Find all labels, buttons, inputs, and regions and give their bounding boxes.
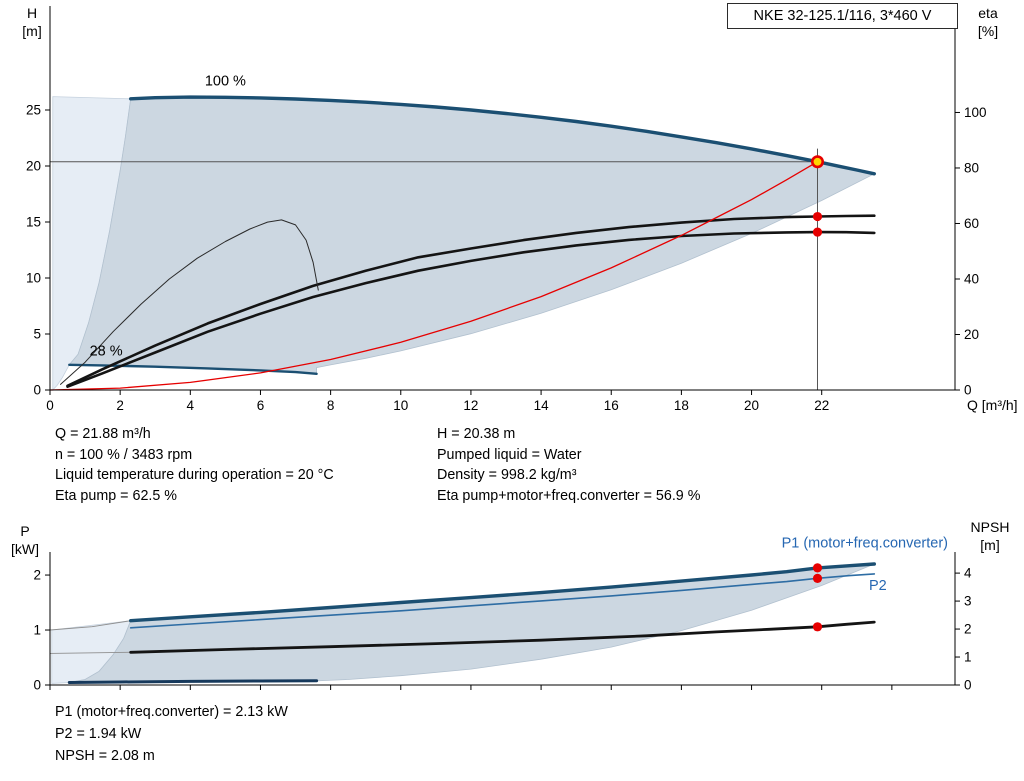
pump-type-label: NKE 32-125.1/116, 3*460 V [753,8,932,24]
chart-label: 2 [116,398,124,413]
result-speed: n = 100 % / 3483 rpm [55,446,193,463]
h-axis-unit: [m] [22,23,42,39]
npsh-curve [129,620,876,654]
eta-axis-unit: [%] [977,23,999,39]
chart-label: 20 [744,398,759,413]
chart-label: 28 % [90,343,123,359]
chart-label: 25 [26,103,41,118]
p1-min-speed-curve [67,679,319,684]
result-npsh: NPSH = 2.08 m [55,748,155,764]
chart-label: Q [m³/h] [967,397,1018,413]
result-head: H = 20.38 m [437,426,516,442]
chart-label: 2 [964,622,972,637]
p-axis-unit: [kW] [11,541,39,557]
chart-label: P2 [869,578,887,594]
power-npsh-axes [45,552,960,690]
chart-label: 0 [46,398,54,413]
chart-label: 0 [33,383,41,398]
hq-axes [45,6,960,395]
eta-pump-curve [66,214,876,388]
chart-label: 16 [604,398,619,413]
chart-label: P1 (motor+freq.converter) [782,536,948,552]
chart-label: 100 [964,105,987,120]
result-p1: P1 (motor+freq.converter) = 2.13 kW [55,704,288,720]
eta-total-point [812,227,823,237]
result-pumped-liquid: Pumped liquid = Water [437,446,582,463]
chart-label: 10 [393,398,408,413]
chart-label: 22 [814,398,829,413]
pump-title-box: NKE 32-125.1/116, 3*460 V [727,3,958,29]
result-density: Density = 998.2 kg/m³ [437,467,577,484]
p1-curve [128,562,876,623]
npsh-axis-symbol: NPSH [970,519,1010,535]
chart-label: 60 [964,216,979,231]
h-axis-symbol: H [26,5,38,21]
chart-label: 3 [964,594,972,609]
hq-chart: 0 2 4 6 8 10 12 14 16 18 20 22 0 5 10 15 20 25 0 20 40 60 80 10… [26,6,1018,413]
npsh-axis-title: NPSH [m] [962,518,1018,554]
chart-label: 20 [26,159,41,174]
npsh-point [812,622,823,632]
chart-label: 20 [964,327,979,342]
chart-label: 2 [33,568,41,583]
chart-label: 1 [33,623,41,638]
chart-label: 10 [26,271,41,286]
chart-label: 8 [327,398,335,413]
result-eta-pump: Eta pump = 62.5 % [55,487,177,504]
h-axis-title: H [m] [14,4,50,40]
chart-label: 40 [964,271,979,286]
result-eta-total: Eta pump+motor+freq.converter = 56.9 % [437,487,701,504]
duty-point [810,155,824,169]
power-npsh-chart: 0 1 2 0 1 2 3 4 P1 (motor+freq.converter) P2 [33,536,972,693]
p1-left-extension [49,620,132,631]
result-liquid-temperature: Liquid temperature during operation = 20… [55,467,334,484]
p-axis-symbol: P [20,523,30,539]
chart-label: 0 [964,383,972,398]
chart-label: 1 [964,650,972,665]
p-axis-title: P [kW] [4,522,46,558]
p2-curve [129,573,876,629]
duty-results-left: Q = 21.88 m³/h n = 100 % / 3483 rpm Liqu… [55,424,334,506]
npsh-axis-unit: [m] [980,537,1000,553]
chart-label: 100 % [205,73,246,89]
eta-axis-symbol: eta [978,5,998,21]
chart-label: 0 [33,678,41,693]
result-flow: Q = 21.88 m³/h [55,426,151,442]
eta-reduced-speed-curve [60,219,319,385]
pump-curve-100pct [128,95,876,176]
chart-label: 4 [187,398,195,413]
chart-label: 5 [33,327,41,342]
chart-label: 15 [26,215,41,230]
duty-results-right: H = 20.38 m Pumped liquid = Water Densit… [437,424,700,506]
result-p2: P2 = 1.94 kW [55,726,142,742]
p2-point [812,573,823,583]
chart-label: 80 [964,160,979,175]
eta-total-curve [66,230,876,389]
chart-label: 14 [534,398,550,413]
chart-label: 18 [674,398,689,413]
p1-point [812,563,823,573]
power-results: P1 (motor+freq.converter) = 2.13 kW P2 =… [55,701,288,767]
chart-label: 6 [257,398,265,413]
chart-label: 4 [964,566,972,581]
chart-label: 12 [463,398,478,413]
eta-pump-point [812,211,823,222]
eta-axis-title: eta [%] [966,4,1010,40]
npsh-left-extension [49,651,132,654]
chart-label: 0 [964,678,972,693]
pump-curve-min-speed [68,363,318,375]
system-curve [49,161,819,391]
